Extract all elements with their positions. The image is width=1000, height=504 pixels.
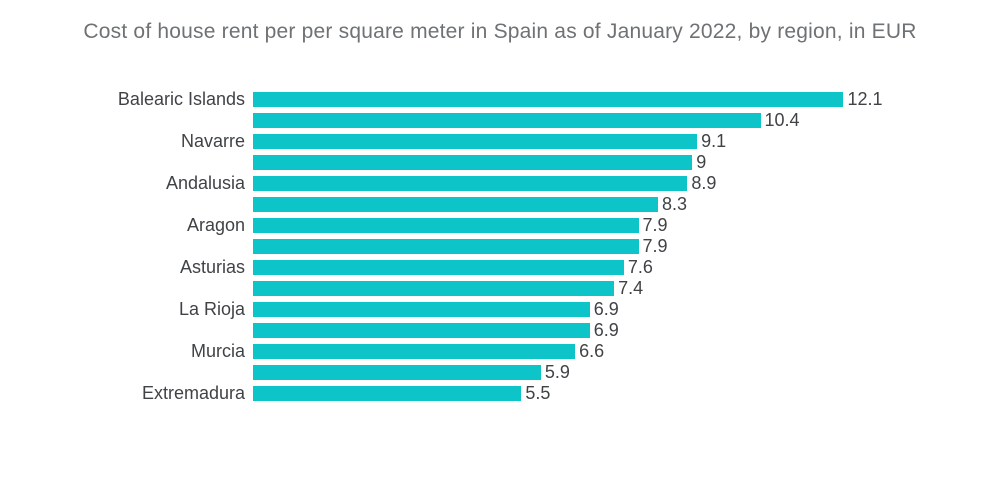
bar	[253, 280, 615, 296]
bar-row: Andalusia 8.9	[0, 173, 1000, 194]
bar	[253, 217, 639, 233]
bar	[253, 196, 659, 212]
category-label: La Rioja	[178, 298, 245, 319]
bar-row: 7.9	[0, 236, 1000, 257]
bar-chart-plot-area: Balearic Islands 12.1 10.4 Navarre 9.1 9 Andal…	[0, 89, 1000, 404]
value-label: 10.4	[764, 109, 800, 130]
value-label: 6.6	[579, 340, 605, 361]
bar-row: Murcia 6.6	[0, 341, 1000, 362]
value-label: 5.9	[544, 361, 570, 382]
bar-row: Asturias 7.6	[0, 257, 1000, 278]
category-label: Aragon	[186, 214, 245, 235]
value-label: 9	[696, 151, 707, 172]
bar	[253, 91, 844, 107]
value-label: 5.5	[525, 382, 551, 403]
bar-row: Aragon 7.9	[0, 215, 1000, 236]
bar-row: 7.4	[0, 278, 1000, 299]
bar-row: 5.9	[0, 362, 1000, 383]
value-label: 7.9	[642, 235, 668, 256]
value-label: 7.9	[642, 214, 668, 235]
category-label: Navarre	[180, 130, 245, 151]
value-label: 7.6	[627, 256, 653, 277]
category-label: Extremadura	[141, 382, 245, 403]
bar	[253, 301, 590, 317]
bar	[253, 343, 576, 359]
bar	[253, 385, 522, 401]
bar	[253, 238, 639, 254]
value-label: 6.9	[593, 298, 619, 319]
value-label: 7.4	[618, 277, 644, 298]
bar	[253, 259, 624, 275]
bar	[253, 175, 688, 191]
bar-row: 10.4	[0, 110, 1000, 131]
bar-row: Balearic Islands 12.1	[0, 89, 1000, 110]
bar-row: 6.9	[0, 320, 1000, 341]
chart-title: Cost of house rent per per square meter …	[83, 20, 917, 43]
value-label: 8.3	[662, 193, 688, 214]
bar	[253, 112, 761, 128]
bar-row: 9	[0, 152, 1000, 173]
category-label: Andalusia	[165, 172, 245, 193]
value-label: 9.1	[701, 130, 727, 151]
category-label: Asturias	[179, 256, 245, 277]
bar	[253, 133, 698, 149]
value-label: 12.1	[847, 88, 883, 109]
value-label: 8.9	[691, 172, 717, 193]
category-label: Balearic Islands	[117, 88, 245, 109]
value-label: 6.9	[593, 319, 619, 340]
bar	[253, 154, 693, 170]
bar-row: 8.3	[0, 194, 1000, 215]
bar	[253, 364, 541, 380]
category-label: Murcia	[190, 340, 245, 361]
bar-row: Navarre 9.1	[0, 131, 1000, 152]
bar	[253, 322, 590, 338]
bar-row: Extremadura 5.5	[0, 383, 1000, 404]
bar-row: La Rioja 6.9	[0, 299, 1000, 320]
